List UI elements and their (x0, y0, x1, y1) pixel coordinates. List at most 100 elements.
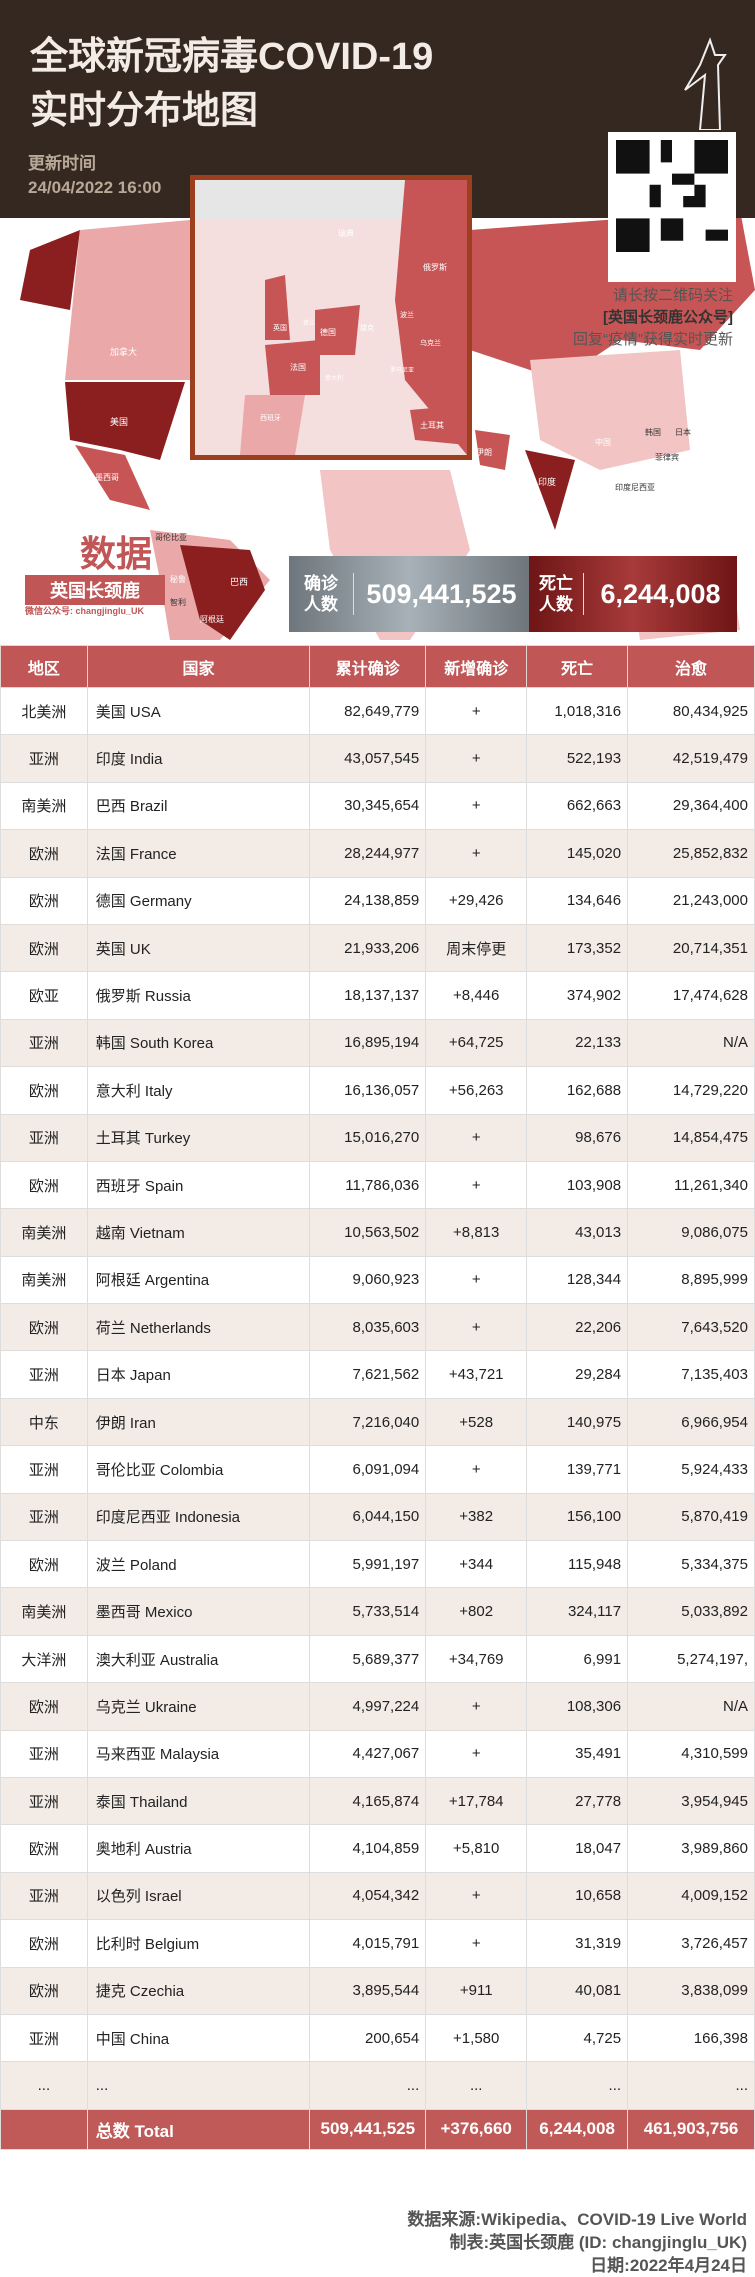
stats-summary: 确诊 人数 509,441,525 死亡 人数 6,244,008 (289, 556, 737, 632)
table-cell: 29,284 (526, 1350, 629, 1399)
label-colombia: 哥伦比亚 (155, 532, 187, 542)
table-cell: 31,319 (526, 1919, 629, 1968)
table-cell: 印度尼西亚 Indonesia (86, 1492, 311, 1542)
table-cell: 43,013 (526, 1208, 629, 1257)
table-cell: 土耳其 Turkey (86, 1113, 311, 1162)
table-cell: 200,654 (309, 2013, 427, 2063)
table-cell: 24,138,859 (309, 876, 427, 925)
table-cell: 29,364,400 (627, 781, 755, 831)
table-cell: 亚洲 (0, 1113, 88, 1162)
table-cell: 澳大利亚 Australia (86, 1634, 311, 1684)
covid-table: 地区 国家 累计确诊 新增确诊 死亡 治愈 北美洲 美国 USA 82,649,779 +1,0… (0, 645, 755, 2150)
table-cell: 166,398 (627, 2013, 755, 2063)
table-cell: +29,426 (425, 876, 528, 925)
data-source: 数据来源:Wikipedia、COVID-19 Live World (407, 2210, 747, 2229)
table-cell: 156,100 (526, 1492, 629, 1542)
table-cell: 25,852,832 (627, 829, 755, 878)
table-cell: 40,081 (526, 1966, 629, 2015)
table-cell: 乌克兰 Ukraine (86, 1682, 311, 1731)
table-cell: +64,725 (425, 1018, 528, 1068)
table-cell: 115,948 (526, 1540, 629, 1589)
table-cell: 捷克 Czechia (86, 1966, 311, 2015)
table-cell: 南美洲 (0, 781, 88, 831)
table-cell: 3,895,544 (309, 1966, 427, 2015)
table-cell: +382 (425, 1492, 528, 1542)
table-cell: + (425, 1445, 528, 1494)
table-cell: 欧洲 (0, 1160, 88, 1210)
table-cell: 欧洲 (0, 1066, 88, 1115)
table-cell: 14,854,475 (627, 1113, 755, 1162)
europe-inset-map: 瑞典 俄罗斯 英国 荷兰 德国 捷克 波兰 乌克兰 法国 意大利 罗马尼亚 西班… (190, 175, 472, 460)
table-cell: 中东 (0, 1397, 88, 1447)
table-row: 欧洲 西班牙 Spain 11,786,036 +103,908 11,261,340 (0, 1160, 755, 1210)
total-row: 总数 Total 509,441,525 +376,660 6,244,008 461,… (0, 2108, 755, 2150)
table-row: 北美洲 美国 USA 82,649,779 +1,018,316 80,434,925 (0, 686, 755, 736)
table-row: 欧洲 波兰 Poland 5,991,197 +344 115,948 5,334,375 (0, 1540, 755, 1589)
table-cell: 5,033,892 (627, 1587, 755, 1636)
table-cell: ... (425, 2061, 528, 2110)
table-row: 亚洲 以色列 Israel 4,054,342 +10,658 4,009,152 (0, 1871, 755, 1921)
table-cell: 南美洲 (0, 1255, 88, 1305)
map-infographic: 加拿大 美国 墨西哥 哥伦比亚 秘鲁 巴西 智利 阿根廷 伊朗 沙特 印度 中国… (0, 0, 755, 640)
giraffe-icon (684, 37, 727, 130)
table-cell: ... (627, 2061, 755, 2110)
table-row: 南美洲 越南 Vietnam 10,563,502 +8,813 43,013 9,086… (0, 1208, 755, 1257)
table-cell: +802 (425, 1587, 528, 1636)
table-cell: 6,091,094 (309, 1445, 427, 1494)
column-header: 国家 (86, 645, 311, 688)
table-cell: 亚洲 (0, 1776, 88, 1826)
table-cell: 北美洲 (0, 686, 88, 736)
table-row: 亚洲 马来西亚 Malaysia 4,427,067 +35,491 4,310,599 (0, 1729, 755, 1778)
table-cell: N/A (627, 1682, 755, 1731)
table-cell: + (425, 1160, 528, 1210)
table-cell: 128,344 (526, 1255, 629, 1305)
logo-name: 英国长颈鹿 (25, 575, 165, 605)
total-cell: 461,903,756 (627, 2108, 755, 2150)
confirmed-value: 509,441,525 (366, 578, 517, 609)
table-cell: 亚洲 (0, 734, 88, 783)
table-cell: 10,658 (526, 1871, 629, 1921)
confirmed-label-2: 人数 (304, 595, 338, 614)
table-cell: 比利时 Belgium (86, 1919, 311, 1968)
table-cell: 4,104,859 (309, 1824, 427, 1873)
table-cell: 1,018,316 (526, 686, 629, 736)
page-title: 全球新冠病毒COVID-19 实时分布地图 (30, 30, 433, 138)
table-cell: 10,563,502 (309, 1208, 427, 1257)
qr-code[interactable] (608, 132, 736, 282)
table-cell: 法国 France (86, 829, 311, 878)
label-china: 中国 (595, 437, 611, 447)
table-cell: 4,015,791 (309, 1919, 427, 1968)
table-cell: +43,721 (425, 1350, 528, 1399)
table-cell: 98,676 (526, 1113, 629, 1162)
label-indonesia: 印度尼西亚 (615, 482, 655, 492)
table-cell: 中国 China (86, 2013, 311, 2063)
footer: 数据来源:Wikipedia、COVID-19 Live World 制表:英国… (407, 2208, 747, 2277)
table-cell: 5,689,377 (309, 1634, 427, 1684)
table-cell: 3,989,860 (627, 1824, 755, 1873)
label-russia: 俄罗斯 (423, 262, 447, 272)
table-cell: 韩国 South Korea (86, 1018, 311, 1068)
table-row: 亚洲 韩国 South Korea 16,895,194 +64,725 22,133 N… (0, 1018, 755, 1068)
label-argentina: 阿根廷 (200, 614, 224, 624)
region-india (525, 450, 575, 530)
table-row: 欧亚 俄罗斯 Russia 18,137,137 +8,446 374,902 17,47… (0, 971, 755, 1020)
table-cell: 欧洲 (0, 829, 88, 878)
table-row: 欧洲 荷兰 Netherlands 8,035,603 +22,206 7,643,52… (0, 1303, 755, 1352)
total-cell: +376,660 (425, 2108, 528, 2150)
table-cell: + (425, 1303, 528, 1352)
label-poland: 波兰 (400, 310, 414, 319)
table-row: 亚洲 印度尼西亚 Indonesia 6,044,150 +382 156,100 5,8… (0, 1492, 755, 1542)
table-cell: 7,135,403 (627, 1350, 755, 1399)
table-cell: + (425, 1919, 528, 1968)
table-cell: ... (526, 2061, 629, 2110)
table-cell: 6,991 (526, 1634, 629, 1684)
table-cell: 欧洲 (0, 1303, 88, 1352)
table-row: 南美洲 巴西 Brazil 30,345,654 +662,663 29,364,400 (0, 781, 755, 831)
table-row: 欧洲 德国 Germany 24,138,859 +29,426 134,646 21,2… (0, 876, 755, 925)
table-cell: 俄罗斯 Russia (86, 971, 311, 1020)
deaths-value: 6,244,008 (600, 578, 721, 609)
table-cell: 22,206 (526, 1303, 629, 1352)
table-cell: ... (309, 2061, 427, 2110)
table-row: 欧洲 意大利 Italy 16,136,057 +56,263 162,688 14,72… (0, 1066, 755, 1115)
table-cell: 哥伦比亚 Colombia (86, 1445, 311, 1494)
